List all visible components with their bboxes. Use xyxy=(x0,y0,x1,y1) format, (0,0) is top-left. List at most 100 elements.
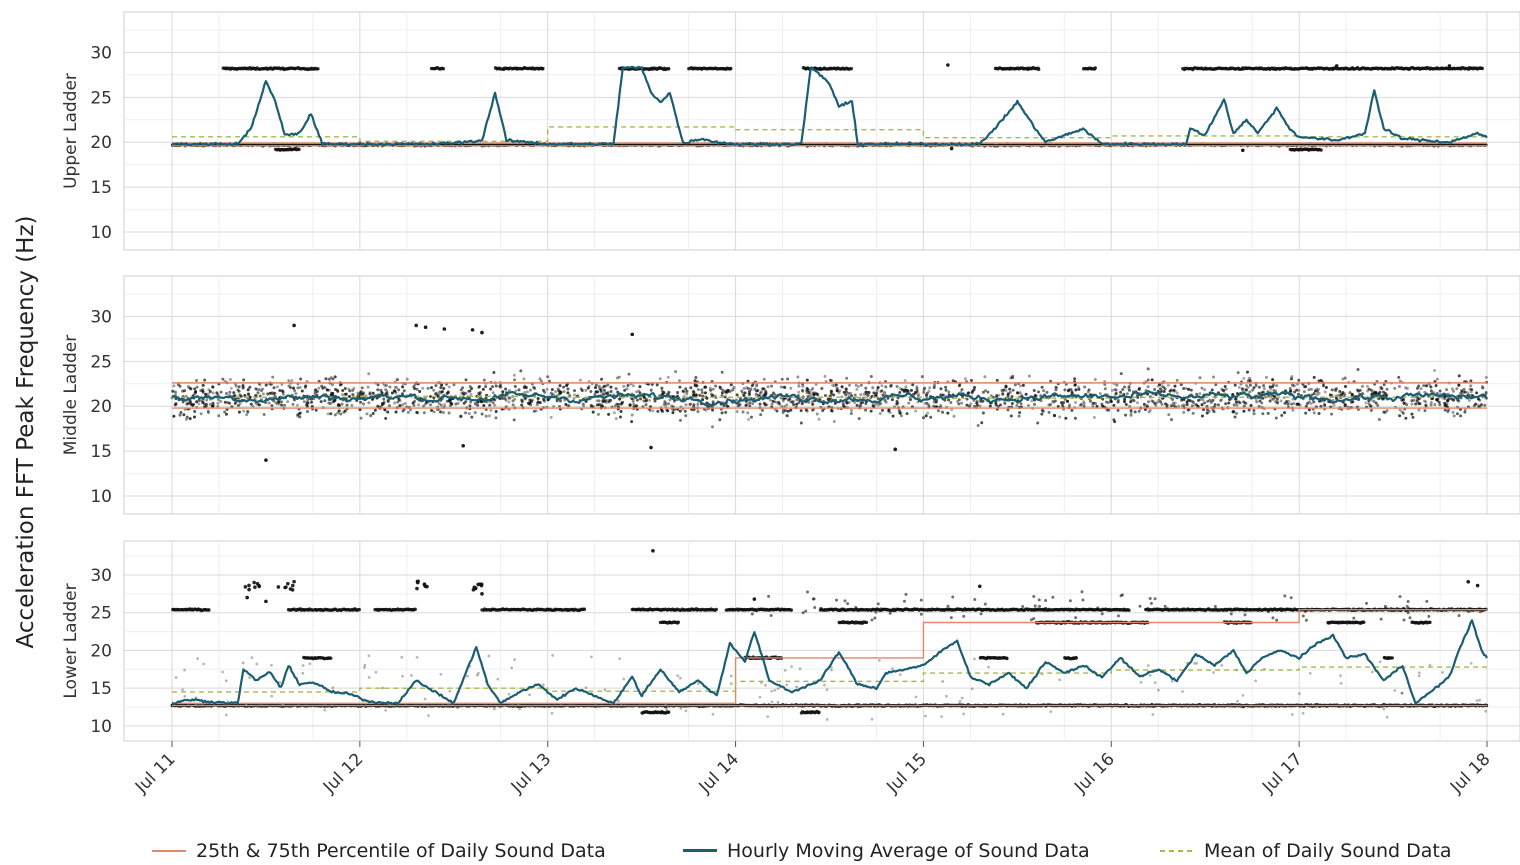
scatter-point xyxy=(947,398,951,402)
scatter-point xyxy=(805,387,809,391)
scatter-point xyxy=(747,391,751,395)
scatter-point xyxy=(237,385,241,389)
scatter-point xyxy=(1211,398,1215,402)
scatter-point xyxy=(1086,390,1090,394)
scatter-point xyxy=(1452,414,1456,418)
scatter-point xyxy=(1364,401,1368,405)
scatter-point xyxy=(1376,403,1380,407)
scatter-point xyxy=(370,397,374,401)
scatter-point xyxy=(1042,389,1046,393)
scatter-point xyxy=(193,415,197,419)
scatter-point xyxy=(1385,409,1389,413)
scatter-point xyxy=(693,383,697,387)
scatter-point xyxy=(256,391,260,395)
scatter-point xyxy=(1288,386,1292,390)
scatter-point xyxy=(1189,388,1193,392)
scatter-point xyxy=(770,384,774,388)
scatter-point xyxy=(1245,370,1249,374)
scatter-point xyxy=(615,402,619,406)
scatter-point xyxy=(1480,384,1484,388)
scatter-point xyxy=(484,385,488,389)
scatter-point xyxy=(854,383,858,387)
scatter-point xyxy=(1343,385,1347,389)
scatter-point xyxy=(1024,392,1028,396)
scatter-point xyxy=(315,389,319,393)
scatter-point xyxy=(1159,400,1163,404)
scatter-point xyxy=(944,385,948,389)
scatter-point xyxy=(1107,408,1111,412)
scatter-point xyxy=(581,402,585,406)
scatter-point xyxy=(1319,404,1323,408)
scatter-point xyxy=(211,385,215,389)
scatter-point xyxy=(848,383,852,387)
scatter-point xyxy=(283,403,287,407)
scatter-point xyxy=(1011,388,1015,392)
scatter-point xyxy=(1115,383,1119,387)
scatter-point xyxy=(367,401,371,405)
scatter-point xyxy=(185,415,189,419)
scatter-point xyxy=(459,388,463,392)
scatter-point xyxy=(829,390,833,394)
scatter-point xyxy=(504,387,508,391)
scatter-point xyxy=(792,399,796,403)
scatter-point xyxy=(1213,403,1217,407)
scatter-point xyxy=(1242,376,1246,380)
scatter-point xyxy=(1103,387,1107,391)
scatter-point xyxy=(238,402,242,406)
scatter-point xyxy=(296,386,300,390)
scatter-point xyxy=(1049,402,1053,406)
y-tick-label: 25 xyxy=(90,604,112,624)
scatter-point xyxy=(237,389,241,393)
scatter-point xyxy=(195,400,199,404)
scatter-point xyxy=(1200,386,1204,390)
scatter-point xyxy=(975,403,979,407)
scatter-point xyxy=(1248,383,1252,387)
scatter-point xyxy=(350,403,354,407)
scatter-point xyxy=(464,411,468,415)
scatter-point xyxy=(195,385,199,389)
scatter-point xyxy=(203,378,207,382)
scatter-point xyxy=(1233,415,1237,419)
scatter-point xyxy=(525,390,529,394)
scatter-point xyxy=(1400,410,1404,414)
scatter-point xyxy=(415,387,419,391)
scatter-point xyxy=(189,387,193,391)
scatter-point xyxy=(562,385,566,389)
scatter-point xyxy=(896,401,900,405)
scatter-point xyxy=(1070,408,1074,412)
scatter-point xyxy=(1148,408,1152,412)
scatter-point xyxy=(520,403,524,407)
scatter-point xyxy=(341,389,345,393)
scatter-point xyxy=(524,386,528,390)
scatter-point xyxy=(708,386,712,390)
scatter-point xyxy=(448,404,452,408)
scatter-point xyxy=(817,417,821,421)
scatter-point xyxy=(541,66,545,71)
scatter-point xyxy=(609,389,613,393)
scatter-point xyxy=(1200,403,1204,407)
scatter-point xyxy=(421,386,425,390)
scatter-point xyxy=(1224,402,1228,406)
scatter-point xyxy=(384,416,388,420)
scatter-point xyxy=(718,418,722,422)
scatter-point xyxy=(558,384,562,388)
scatter-point xyxy=(1008,390,1012,394)
scatter-point xyxy=(406,410,410,414)
scatter-point xyxy=(1123,399,1127,403)
scatter-point xyxy=(612,411,616,415)
scatter-point xyxy=(755,384,759,388)
scatter-point xyxy=(1279,399,1283,403)
scatter-point xyxy=(1455,412,1459,416)
y-tick-label: 10 xyxy=(90,717,112,737)
scatter-point xyxy=(1422,399,1426,403)
scatter-point xyxy=(630,332,635,337)
scatter-point xyxy=(1410,412,1414,416)
scatter-point xyxy=(749,415,753,419)
scatter-point xyxy=(333,375,337,379)
scatter-point xyxy=(1074,401,1078,405)
scatter-point xyxy=(1156,384,1160,388)
scatter-point xyxy=(635,404,639,408)
scatter-point xyxy=(666,409,670,413)
scatter-point xyxy=(880,389,884,393)
